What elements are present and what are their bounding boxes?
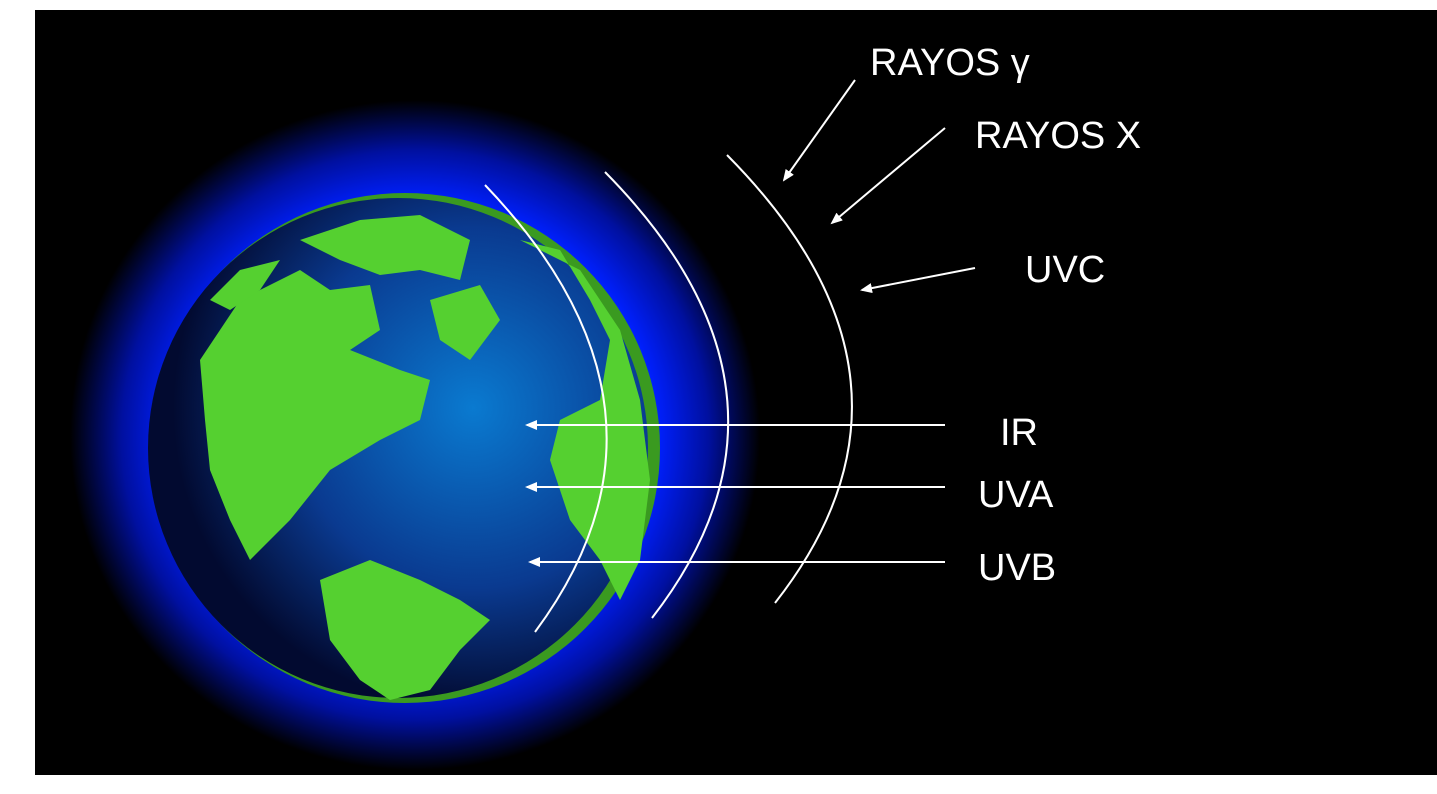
label: UVA	[978, 474, 1054, 516]
arc	[484, 184, 608, 633]
arrow	[860, 267, 976, 293]
continents	[200, 215, 650, 700]
label: RAYOS γ	[870, 42, 1030, 84]
arc	[726, 154, 853, 604]
arc	[604, 171, 730, 619]
arrow	[830, 127, 946, 225]
label: RAYOS X	[975, 115, 1141, 157]
label: UVC	[1025, 249, 1105, 291]
label: IR	[1000, 412, 1038, 454]
arrow	[782, 79, 856, 182]
label: UVB	[978, 547, 1056, 589]
